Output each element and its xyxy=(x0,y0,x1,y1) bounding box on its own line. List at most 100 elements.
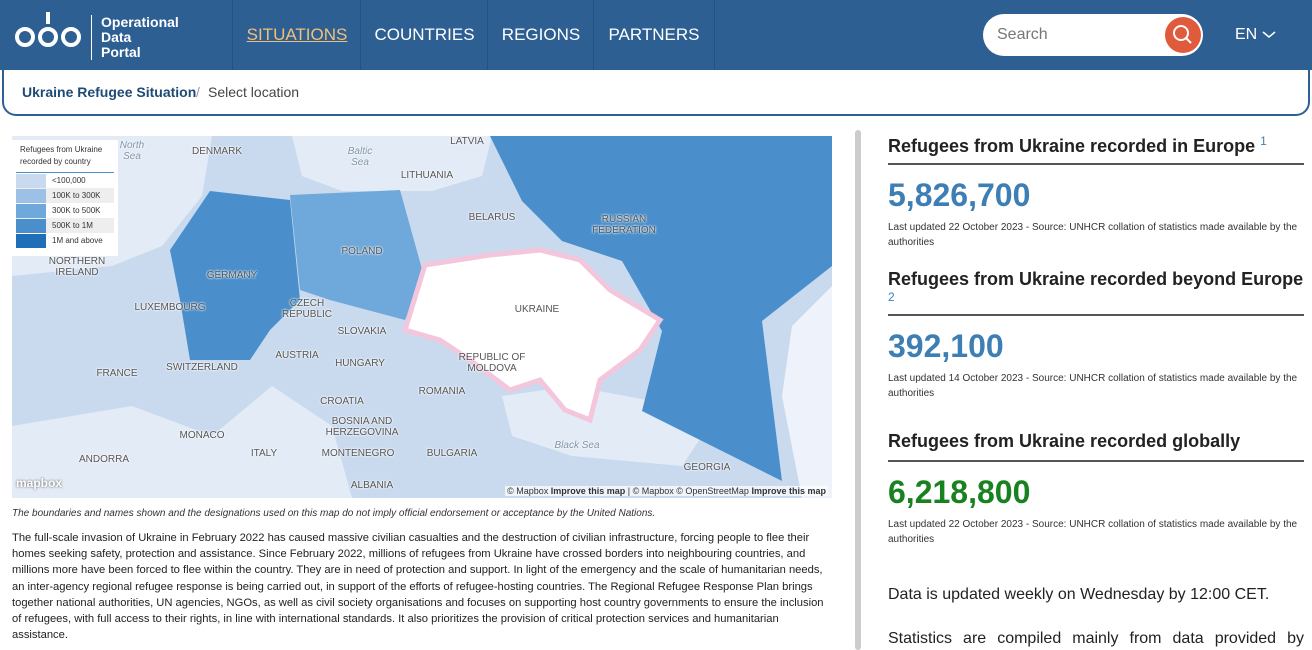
map-label: HUNGARY xyxy=(335,358,385,369)
disclaimer: The boundaries and names shown and the d… xyxy=(12,508,656,519)
breadcrumb-link[interactable]: Ukraine Refugee Situation xyxy=(22,84,197,100)
legend: Refugees from Ukraine recorded by countr… xyxy=(12,140,118,256)
map-label: BULGARIA xyxy=(426,448,478,459)
nav-link[interactable]: SITUATIONS xyxy=(232,0,361,70)
attribution-text: | © Mapbox © OpenStreetMap xyxy=(627,486,749,496)
divider xyxy=(855,130,861,650)
attribution-link[interactable]: Improve this map xyxy=(550,486,626,496)
map-label: MONACO xyxy=(179,430,225,441)
footnote[interactable]: 1 xyxy=(1260,134,1267,148)
footnote[interactable]: 2 xyxy=(888,290,895,304)
map-label: FRANCE xyxy=(96,368,138,379)
rule xyxy=(888,163,1304,165)
language-label: EN xyxy=(1235,26,1258,43)
map-label: LITHUANIA xyxy=(400,170,454,181)
stat-value: 392,100 xyxy=(888,328,1004,364)
search-placeholder: Search xyxy=(997,26,1048,43)
intro-text: The full-scale invasion of Ukraine in Fe… xyxy=(12,532,824,642)
legend-label: 1M and above xyxy=(52,236,103,245)
map-label: SWITZERLAND xyxy=(166,362,238,373)
map-label: GEORGIA xyxy=(683,462,731,473)
stat-block: Refugees from Ukraine recorded in Europe… xyxy=(888,134,1304,269)
legend-items: <100,000 100K to 300K 300K to 500K 500K to … xyxy=(12,173,118,248)
map-label: CROATIA xyxy=(320,396,364,407)
map[interactable]: North Sea Baltic Sea DENMARK LATVIA LITHUANI… xyxy=(12,136,832,498)
legend-label: 500K to 1M xyxy=(52,221,93,230)
logo-line: Operational xyxy=(101,14,179,30)
legend-swatch xyxy=(16,188,46,203)
breadcrumb: Ukraine Refugee Situation / Select locat… xyxy=(2,70,1310,116)
attribution-link[interactable]: Improve this map xyxy=(751,486,826,496)
logo-icon xyxy=(15,12,81,47)
breadcrumb-current: Select location xyxy=(208,84,300,100)
map-label: ITALY xyxy=(250,448,278,459)
map-label: CZECH REPUBLIC xyxy=(282,298,333,320)
stat-title: Refugees from Ukraine recorded beyond Eu… xyxy=(888,269,1304,289)
legend-item: 300K to 500K xyxy=(16,203,114,218)
map-label: SLOVAKIA xyxy=(337,326,387,337)
stat-value: 5,826,700 xyxy=(888,177,1031,213)
language[interactable]: EN xyxy=(1235,26,1276,44)
legend-label: 300K to 500K xyxy=(52,206,101,215)
note: Statistics are compiled mainly from data… xyxy=(888,630,1304,647)
search-button[interactable] xyxy=(1164,16,1202,54)
legend-swatch xyxy=(16,218,46,233)
nav-link[interactable]: PARTNERS xyxy=(593,0,715,70)
separator: / xyxy=(196,84,200,100)
stat-block: Refugees from Ukraine recorded globally … xyxy=(888,431,1304,576)
map-label: ALBANIA xyxy=(350,480,394,491)
rule xyxy=(888,314,1304,316)
legend-item: 500K to 1M xyxy=(16,218,114,233)
stat-updated: Last updated 22 October 2023 - Source: U… xyxy=(888,222,1298,248)
mapbox-logo[interactable]: mapbox xyxy=(16,476,63,490)
map-label: ANDORRA xyxy=(78,454,129,465)
legend-swatch xyxy=(16,203,46,218)
map-shapes xyxy=(12,136,832,498)
legend-item: 100K to 300K xyxy=(16,188,114,203)
map-label: LUXEMBOURG xyxy=(134,302,206,313)
map-label: Black Sea xyxy=(554,440,600,451)
stat-value: 6,218,800 xyxy=(888,474,1031,510)
legend-item: <100,000 xyxy=(16,173,114,188)
nav-link[interactable]: COUNTRIES xyxy=(360,0,488,70)
header: Operational Data Portal SITUATIONS COUNTRI… xyxy=(0,0,1312,70)
nav-link[interactable]: REGIONS xyxy=(487,0,594,70)
map-label: UKRAINE xyxy=(514,304,560,315)
stat-block: Refugees from Ukraine recorded beyond Eu… xyxy=(888,269,1304,431)
search-box[interactable]: Search xyxy=(983,14,1203,56)
legend-label: <100,000 xyxy=(52,176,86,185)
rule xyxy=(888,460,1304,462)
chevron xyxy=(1262,31,1276,38)
map-label: MONTENEGRO xyxy=(321,448,395,459)
map-label: BELARUS xyxy=(468,212,516,223)
map-label: RUSSIAN FEDERATION xyxy=(592,214,656,236)
map-label: POLAND xyxy=(341,246,383,257)
map-label: AUSTRIA xyxy=(275,350,319,361)
stats: Refugees from Ukraine recorded in Europe… xyxy=(888,130,1304,648)
map-label: North Sea xyxy=(119,140,145,162)
note: Data is updated weekly on Wednesday by 1… xyxy=(888,586,1270,603)
logo-text: Operational Data Portal xyxy=(91,15,179,60)
attribution: © Mapbox Improve this map | © Mapbox © O… xyxy=(505,486,828,496)
map-label: REPUBLIC OF MOLDOVA xyxy=(458,352,526,374)
map-label: LATVIA xyxy=(450,136,484,147)
map-label: Baltic Sea xyxy=(347,146,373,168)
map-label: NORTHERN IRELAND xyxy=(48,256,106,278)
legend-item: 1M and above xyxy=(16,233,114,248)
map-label: DENMARK xyxy=(191,146,242,157)
legend-swatch xyxy=(16,173,46,188)
stat-title: Refugees from Ukraine recorded globally xyxy=(888,431,1241,451)
map-label: ROMANIA xyxy=(418,386,466,397)
logo-line: Data xyxy=(101,29,132,45)
map-label: BOSNIA AND HERZEGOVINA xyxy=(325,416,399,438)
legend-title: Refugees from Ukraine recorded by countr… xyxy=(16,140,114,173)
stat-updated: Last updated 14 October 2023 - Source: U… xyxy=(888,373,1298,399)
legend-swatch xyxy=(16,233,46,248)
stat-updated: Last updated 22 October 2023 - Source: U… xyxy=(888,519,1298,545)
legend-label: 100K to 300K xyxy=(52,191,101,200)
logo-line: Portal xyxy=(101,44,141,60)
attribution-text: © Mapbox xyxy=(507,486,549,496)
stat-title: Refugees from Ukraine recorded in Europe xyxy=(888,136,1256,156)
map-label: GERMANY xyxy=(206,270,258,281)
